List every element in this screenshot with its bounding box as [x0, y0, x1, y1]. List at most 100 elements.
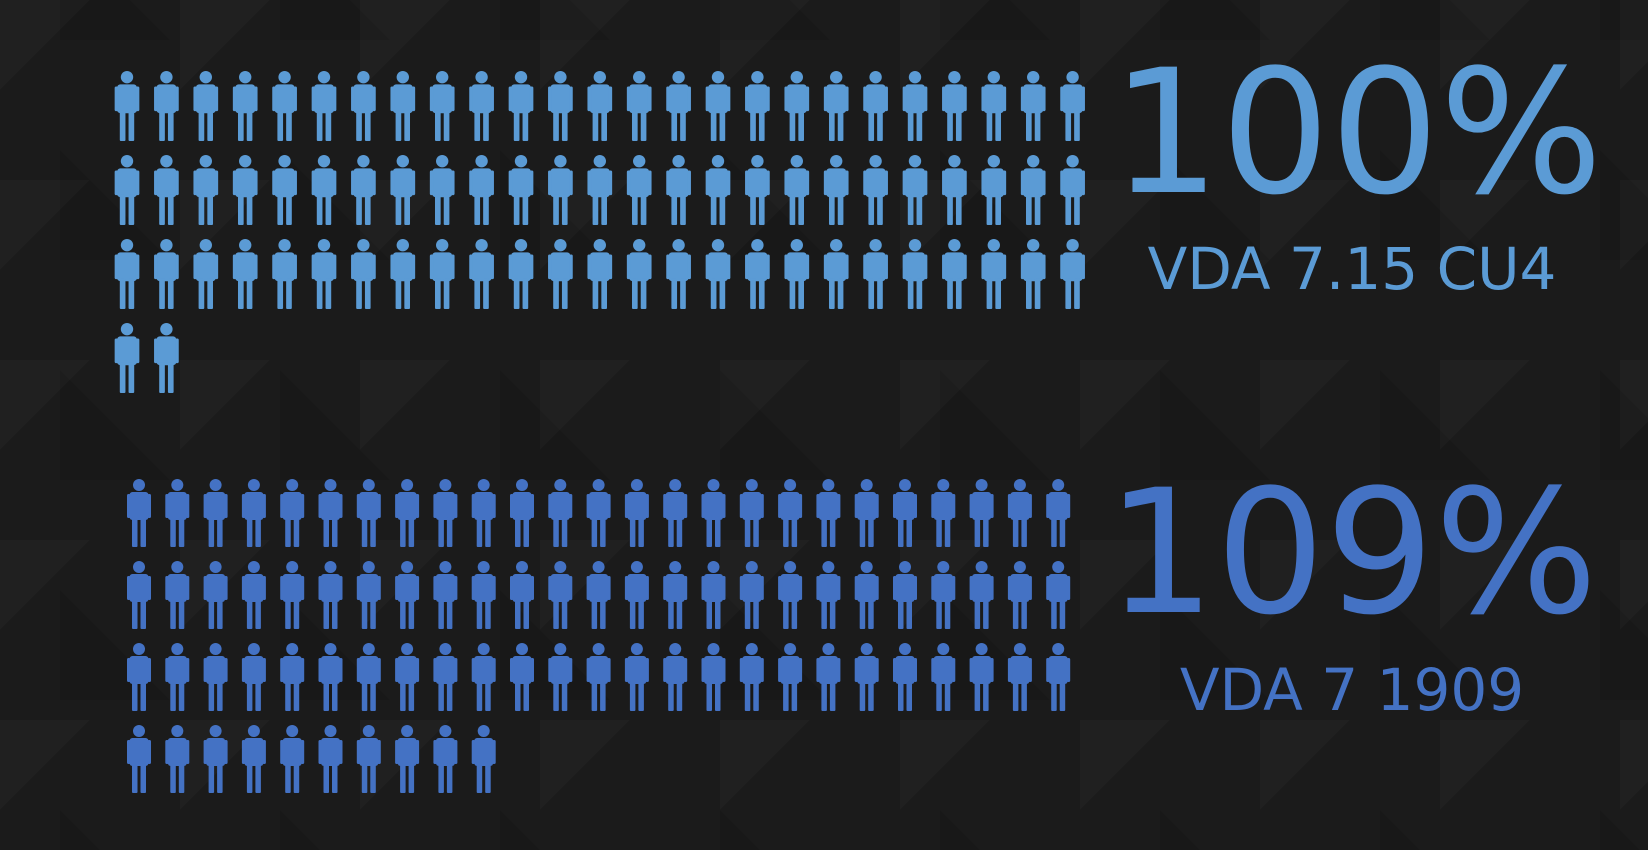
- person-icon: [739, 643, 764, 711]
- person-icon: [311, 71, 337, 141]
- person-icon: [471, 561, 496, 629]
- person-icon: [114, 323, 140, 393]
- person-icon: [624, 643, 649, 711]
- group-label-1: VDA 7.15 CU4: [1148, 235, 1557, 303]
- person-icon: [390, 71, 416, 141]
- person-icon: [280, 643, 305, 711]
- person-icon: [902, 239, 928, 309]
- person-icon: [193, 239, 219, 309]
- person-icon: [784, 71, 810, 141]
- person-icon: [280, 479, 305, 547]
- person-icon: [241, 479, 266, 547]
- person-icon: [272, 155, 297, 225]
- person-icon: [969, 643, 994, 711]
- person-icon: [1046, 643, 1071, 711]
- person-icon: [390, 239, 416, 309]
- person-icon: [663, 643, 688, 711]
- person-icon: [981, 239, 1007, 309]
- person-icon: [433, 479, 458, 547]
- person-icon: [114, 239, 140, 309]
- person-icon: [778, 643, 803, 711]
- person-icon: [863, 155, 888, 225]
- person-icon: [1020, 155, 1046, 225]
- person-icon: [1020, 71, 1046, 141]
- person-icon: [429, 71, 455, 141]
- person-icon: [1060, 71, 1085, 141]
- person-icon: [127, 725, 151, 793]
- icon-grid-2: [127, 479, 1071, 793]
- percent-value-1: 100%: [1111, 32, 1603, 233]
- person-icon: [893, 561, 917, 629]
- person-icon: [666, 239, 691, 309]
- person-icon: [626, 155, 652, 225]
- person-icon: [816, 643, 841, 711]
- person-icon: [203, 561, 228, 629]
- person-icon: [241, 561, 266, 629]
- person-icon: [203, 643, 228, 711]
- person-icon: [203, 479, 228, 547]
- person-icon: [854, 479, 879, 547]
- person-icon: [165, 479, 190, 547]
- person-icon: [1007, 561, 1032, 629]
- person-icon: [390, 155, 416, 225]
- person-icon: [356, 643, 381, 711]
- person-icon: [701, 479, 726, 547]
- person-icon: [510, 479, 534, 547]
- person-icon: [854, 561, 879, 629]
- person-icon: [548, 155, 573, 225]
- person-icon: [705, 239, 731, 309]
- person-icon: [114, 155, 140, 225]
- group-label-2: VDA 7 1909: [1180, 656, 1524, 724]
- person-icon: [429, 239, 455, 309]
- person-icon: [154, 239, 179, 309]
- person-icon: [1007, 643, 1032, 711]
- person-icon: [1046, 479, 1071, 547]
- person-icon: [931, 643, 956, 711]
- person-icon: [232, 71, 258, 141]
- person-icon: [902, 71, 928, 141]
- person-icon: [893, 479, 917, 547]
- person-icon: [739, 561, 764, 629]
- person-icon: [471, 725, 496, 793]
- person-icon: [931, 479, 956, 547]
- person-icon: [663, 479, 688, 547]
- person-icon: [1046, 561, 1071, 629]
- person-icon: [981, 155, 1007, 225]
- person-icon: [114, 71, 140, 141]
- person-icon: [311, 239, 337, 309]
- person-icon: [318, 643, 343, 711]
- person-icon: [508, 155, 534, 225]
- person-icon: [165, 561, 190, 629]
- person-icon: [154, 323, 179, 393]
- person-icon: [586, 561, 611, 629]
- person-icon: [433, 561, 458, 629]
- person-icon: [548, 561, 573, 629]
- person-icon: [902, 155, 928, 225]
- person-icon: [351, 71, 376, 141]
- person-icon: [548, 239, 573, 309]
- person-icon: [705, 155, 731, 225]
- person-icon: [280, 725, 305, 793]
- person-icon: [241, 725, 266, 793]
- person-icon: [701, 561, 726, 629]
- person-icon: [705, 71, 731, 141]
- person-icon: [784, 239, 810, 309]
- person-icon: [1060, 155, 1085, 225]
- person-icon: [356, 479, 381, 547]
- person-icon: [701, 643, 726, 711]
- person-icon: [587, 239, 613, 309]
- person-icon: [154, 155, 179, 225]
- person-icon: [624, 479, 649, 547]
- person-icon: [863, 239, 888, 309]
- person-icon: [280, 561, 305, 629]
- person-icon: [318, 725, 343, 793]
- person-icon: [778, 561, 803, 629]
- person-icon: [127, 479, 151, 547]
- person-icon: [165, 725, 190, 793]
- person-icon: [154, 71, 179, 141]
- person-icon: [626, 71, 652, 141]
- percent-value-2: 109%: [1106, 452, 1598, 653]
- person-icon: [395, 479, 420, 547]
